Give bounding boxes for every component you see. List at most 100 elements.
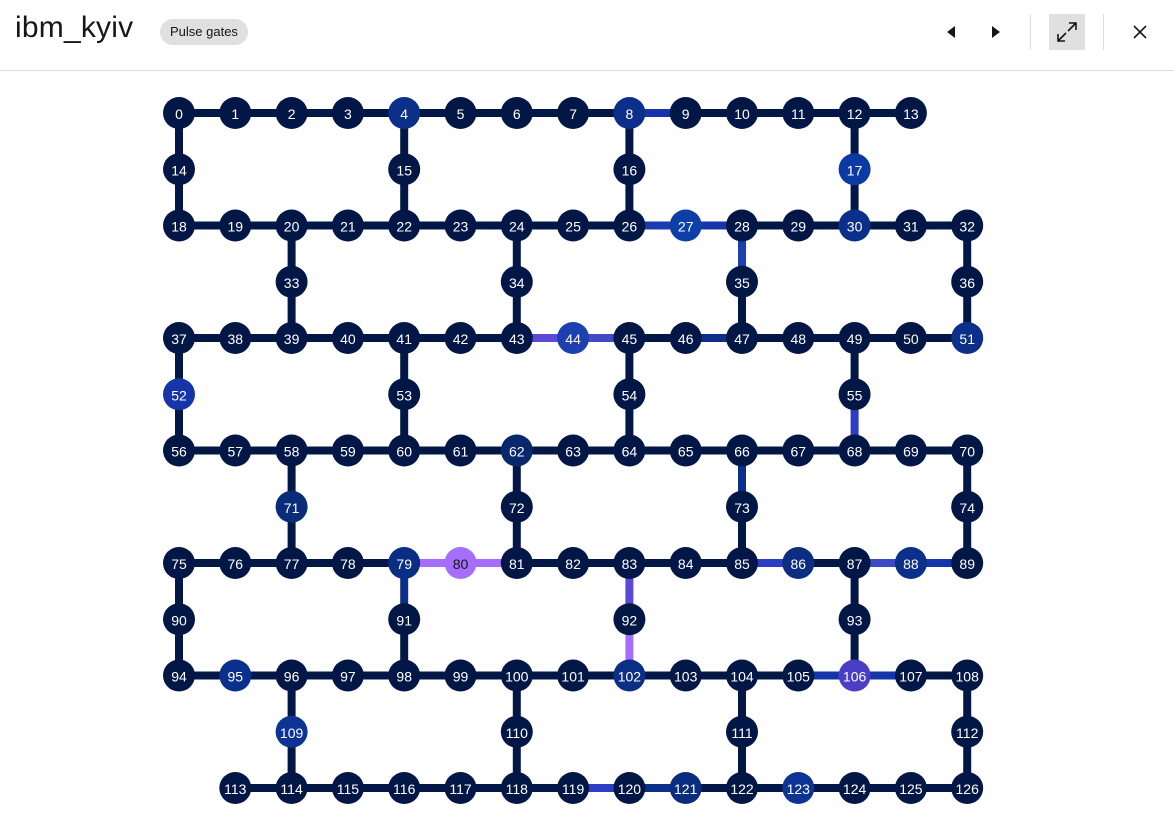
qubit-86[interactable]: 86 [782, 547, 815, 579]
qubit-122[interactable]: 122 [726, 772, 758, 804]
qubit-41[interactable]: 41 [388, 322, 421, 354]
qubit-95[interactable]: 95 [219, 659, 252, 692]
qubit-119[interactable]: 119 [557, 772, 590, 804]
qubit-2[interactable]: 2 [275, 97, 308, 129]
qubit-88[interactable]: 88 [894, 547, 927, 579]
expand-button[interactable] [1049, 14, 1085, 50]
qubit-7[interactable]: 7 [557, 97, 590, 129]
qubit-46[interactable]: 46 [669, 322, 702, 354]
qubit-73[interactable]: 73 [726, 490, 758, 523]
qubit-62[interactable]: 62 [500, 434, 533, 467]
qubit-121[interactable]: 121 [669, 772, 702, 804]
qubit-101[interactable]: 101 [557, 659, 590, 692]
qubit-85[interactable]: 85 [726, 547, 758, 579]
qubit-40[interactable]: 40 [331, 322, 364, 354]
qubit-23[interactable]: 23 [444, 209, 477, 242]
qubit-67[interactable]: 67 [782, 434, 815, 467]
qubit-76[interactable]: 76 [219, 547, 252, 579]
qubit-61[interactable]: 61 [444, 434, 477, 467]
qubit-94[interactable]: 94 [163, 659, 195, 692]
qubit-109[interactable]: 109 [275, 715, 308, 748]
qubit-125[interactable]: 125 [894, 772, 927, 804]
qubit-30[interactable]: 30 [838, 209, 871, 242]
qubit-105[interactable]: 105 [782, 659, 815, 692]
next-button[interactable] [977, 14, 1013, 50]
qubit-29[interactable]: 29 [782, 209, 815, 242]
qubit-110[interactable]: 110 [500, 715, 533, 748]
qubit-87[interactable]: 87 [838, 547, 871, 579]
qubit-4[interactable]: 4 [388, 97, 421, 129]
qubit-75[interactable]: 75 [163, 547, 195, 579]
qubit-79[interactable]: 79 [388, 547, 421, 579]
qubit-97[interactable]: 97 [331, 659, 364, 692]
qubit-20[interactable]: 20 [275, 209, 308, 242]
qubit-60[interactable]: 60 [388, 434, 421, 467]
qubit-17[interactable]: 17 [838, 153, 871, 186]
qubit-78[interactable]: 78 [331, 547, 364, 579]
previous-button[interactable] [934, 14, 970, 50]
qubit-15[interactable]: 15 [388, 153, 421, 186]
qubit-102[interactable]: 102 [613, 659, 646, 692]
qubit-106[interactable]: 106 [838, 659, 871, 692]
qubit-99[interactable]: 99 [444, 659, 477, 692]
qubit-24[interactable]: 24 [500, 209, 533, 242]
qubit-35[interactable]: 35 [726, 265, 758, 298]
qubit-112[interactable]: 112 [951, 715, 984, 748]
qubit-47[interactable]: 47 [726, 322, 758, 354]
qubit-38[interactable]: 38 [219, 322, 252, 354]
qubit-90[interactable]: 90 [163, 603, 195, 636]
qubit-33[interactable]: 33 [275, 265, 308, 298]
qubit-58[interactable]: 58 [275, 434, 308, 467]
qubit-56[interactable]: 56 [163, 434, 195, 467]
qubit-6[interactable]: 6 [500, 97, 533, 129]
qubit-27[interactable]: 27 [669, 209, 702, 242]
qubit-92[interactable]: 92 [613, 603, 646, 636]
qubit-59[interactable]: 59 [331, 434, 364, 467]
qubit-107[interactable]: 107 [894, 659, 927, 692]
qubit-93[interactable]: 93 [838, 603, 871, 636]
qubit-74[interactable]: 74 [951, 490, 984, 523]
qubit-82[interactable]: 82 [557, 547, 590, 579]
qubit-12[interactable]: 12 [838, 97, 871, 129]
qubit-98[interactable]: 98 [388, 659, 421, 692]
qubit-108[interactable]: 108 [951, 659, 984, 692]
qubit-51[interactable]: 51 [951, 322, 984, 354]
qubit-14[interactable]: 14 [163, 153, 195, 186]
qubit-49[interactable]: 49 [838, 322, 871, 354]
qubit-91[interactable]: 91 [388, 603, 421, 636]
qubit-32[interactable]: 32 [951, 209, 984, 242]
qubit-11[interactable]: 11 [782, 97, 815, 129]
qubit-28[interactable]: 28 [726, 209, 758, 242]
qubit-43[interactable]: 43 [500, 322, 533, 354]
close-button[interactable] [1122, 14, 1158, 50]
qubit-55[interactable]: 55 [838, 378, 871, 411]
qubit-9[interactable]: 9 [669, 97, 702, 129]
qubit-44[interactable]: 44 [557, 322, 590, 354]
qubit-53[interactable]: 53 [388, 378, 421, 411]
qubit-13[interactable]: 13 [894, 97, 927, 129]
qubit-37[interactable]: 37 [163, 322, 195, 354]
qubit-117[interactable]: 117 [444, 772, 477, 804]
qubit-25[interactable]: 25 [557, 209, 590, 242]
qubit-124[interactable]: 124 [838, 772, 871, 804]
qubit-16[interactable]: 16 [613, 153, 646, 186]
qubit-115[interactable]: 115 [331, 772, 364, 804]
qubit-8[interactable]: 8 [613, 97, 646, 129]
qubit-111[interactable]: 111 [726, 715, 758, 748]
qubit-118[interactable]: 118 [500, 772, 533, 804]
qubit-39[interactable]: 39 [275, 322, 308, 354]
qubit-81[interactable]: 81 [500, 547, 533, 579]
qubit-83[interactable]: 83 [613, 547, 646, 579]
qubit-66[interactable]: 66 [726, 434, 758, 467]
qubit-57[interactable]: 57 [219, 434, 252, 467]
qubit-114[interactable]: 114 [275, 772, 308, 804]
qubit-96[interactable]: 96 [275, 659, 308, 692]
qubit-0[interactable]: 0 [163, 97, 195, 129]
qubit-45[interactable]: 45 [613, 322, 646, 354]
qubit-89[interactable]: 89 [951, 547, 984, 579]
qubit-19[interactable]: 19 [219, 209, 252, 242]
qubit-104[interactable]: 104 [726, 659, 758, 692]
qubit-113[interactable]: 113 [219, 772, 252, 804]
qubit-68[interactable]: 68 [838, 434, 871, 467]
qubit-65[interactable]: 65 [669, 434, 702, 467]
